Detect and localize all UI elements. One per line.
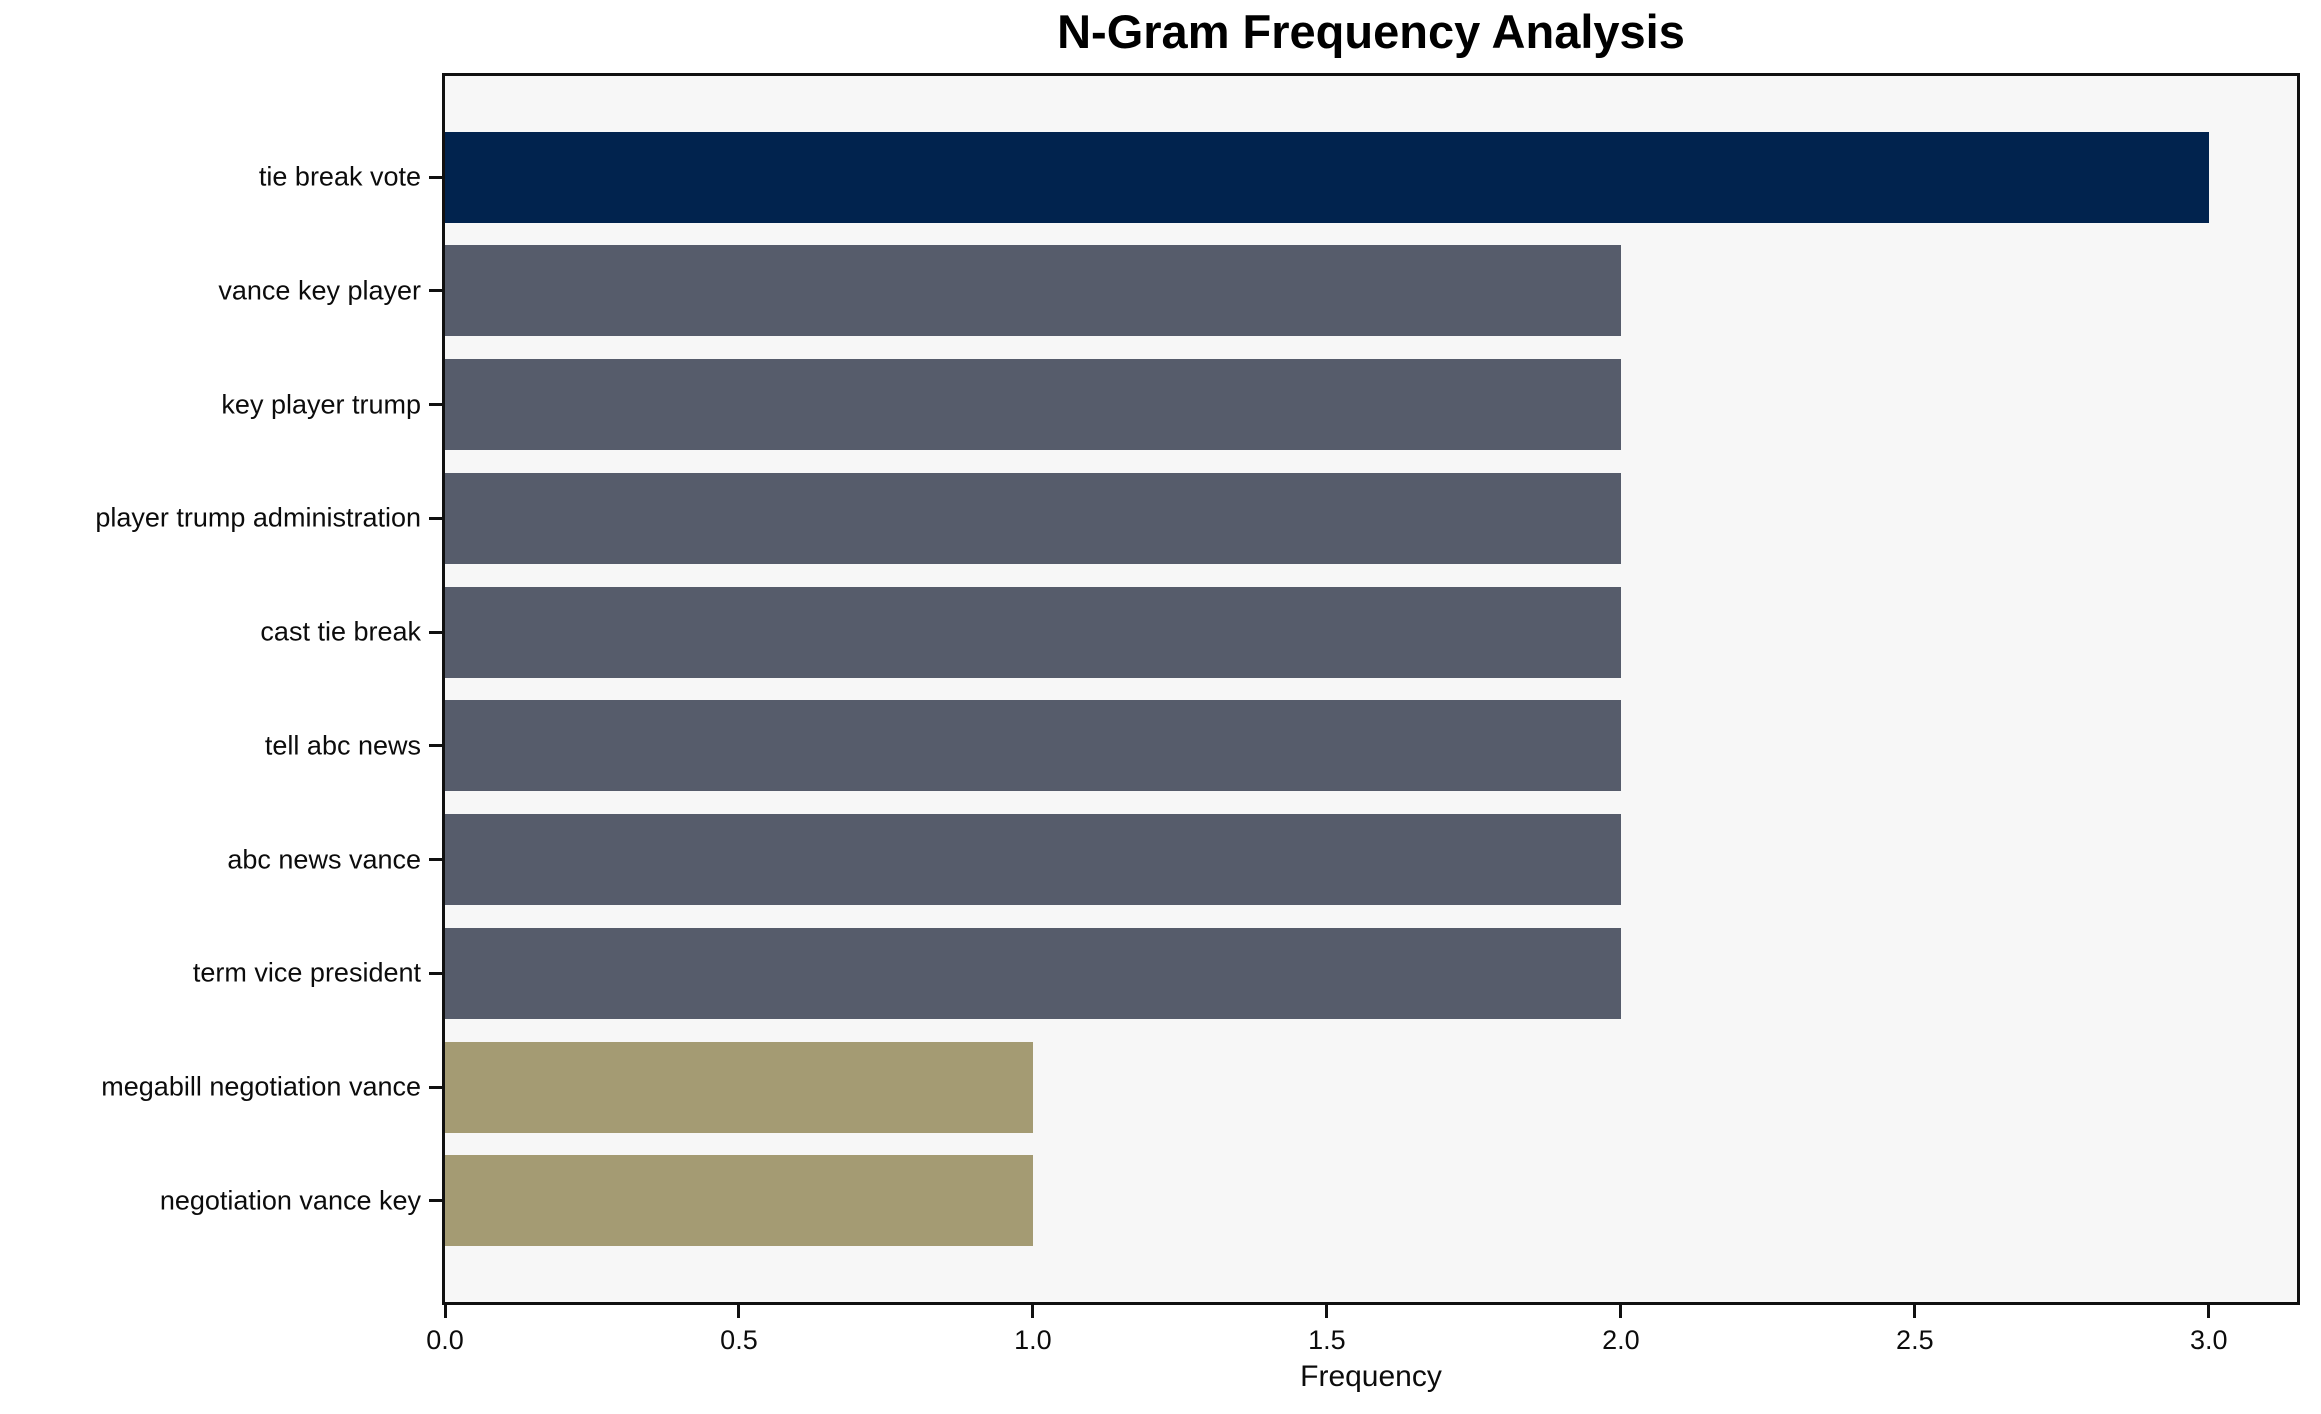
bar-key-player-trump — [445, 359, 1621, 451]
plot-area — [442, 73, 2300, 1305]
y-tick-mark — [429, 1085, 442, 1089]
x-tick-mark — [737, 1305, 741, 1318]
y-tick-label: tie break vote — [258, 161, 421, 192]
x-tick-mark — [1325, 1305, 1329, 1318]
y-tick-label: megabill negotiation vance — [101, 1071, 421, 1102]
y-tick-label: cast tie break — [260, 616, 421, 647]
x-tick-mark — [1031, 1305, 1035, 1318]
y-tick-mark — [429, 516, 442, 520]
x-tick-label: 3.0 — [2190, 1325, 2228, 1355]
y-tick-label: term vice president — [192, 957, 421, 988]
bar-cast-tie-break — [445, 586, 1621, 678]
bar-megabill-negotiation-vance — [445, 1041, 1033, 1133]
bar-tie-break-vote — [445, 131, 2209, 223]
y-tick-mark — [429, 858, 442, 862]
x-tick-label: 0.0 — [426, 1325, 464, 1355]
bar-term-vice-president — [445, 927, 1621, 1019]
bar-negotiation-vance-key — [445, 1155, 1033, 1247]
chart-title: N-Gram Frequency Analysis — [1057, 5, 1685, 58]
x-tick-label: 1.0 — [1014, 1325, 1052, 1355]
y-tick-mark — [429, 175, 442, 179]
y-tick-label: key player trump — [221, 389, 421, 420]
y-tick-mark — [429, 1199, 442, 1203]
y-tick-mark — [429, 971, 442, 975]
x-tick-label: 0.5 — [720, 1325, 758, 1355]
x-tick-label: 2.5 — [1896, 1325, 1934, 1355]
x-tick-mark — [2207, 1305, 2211, 1318]
x-axis-label: Frequency — [1300, 1360, 1442, 1393]
bar-vance-key-player — [445, 245, 1621, 337]
y-tick-mark — [429, 403, 442, 407]
y-tick-mark — [429, 744, 442, 748]
x-tick-mark — [443, 1305, 447, 1318]
y-tick-label: tell abc news — [264, 730, 421, 761]
x-tick-label: 1.5 — [1308, 1325, 1346, 1355]
bar-player-trump-administration — [445, 472, 1621, 564]
y-tick-label: vance key player — [218, 275, 421, 306]
y-tick-mark — [429, 289, 442, 293]
x-tick-label: 2.0 — [1602, 1325, 1640, 1355]
x-tick-mark — [1619, 1305, 1623, 1318]
bar-abc-news-vance — [445, 814, 1621, 906]
y-tick-mark — [429, 630, 442, 634]
y-tick-label: negotiation vance key — [159, 1185, 421, 1216]
y-tick-label: player trump administration — [95, 502, 421, 533]
x-tick-mark — [1913, 1305, 1917, 1318]
y-tick-label: abc news vance — [227, 844, 421, 875]
bar-tell-abc-news — [445, 700, 1621, 792]
